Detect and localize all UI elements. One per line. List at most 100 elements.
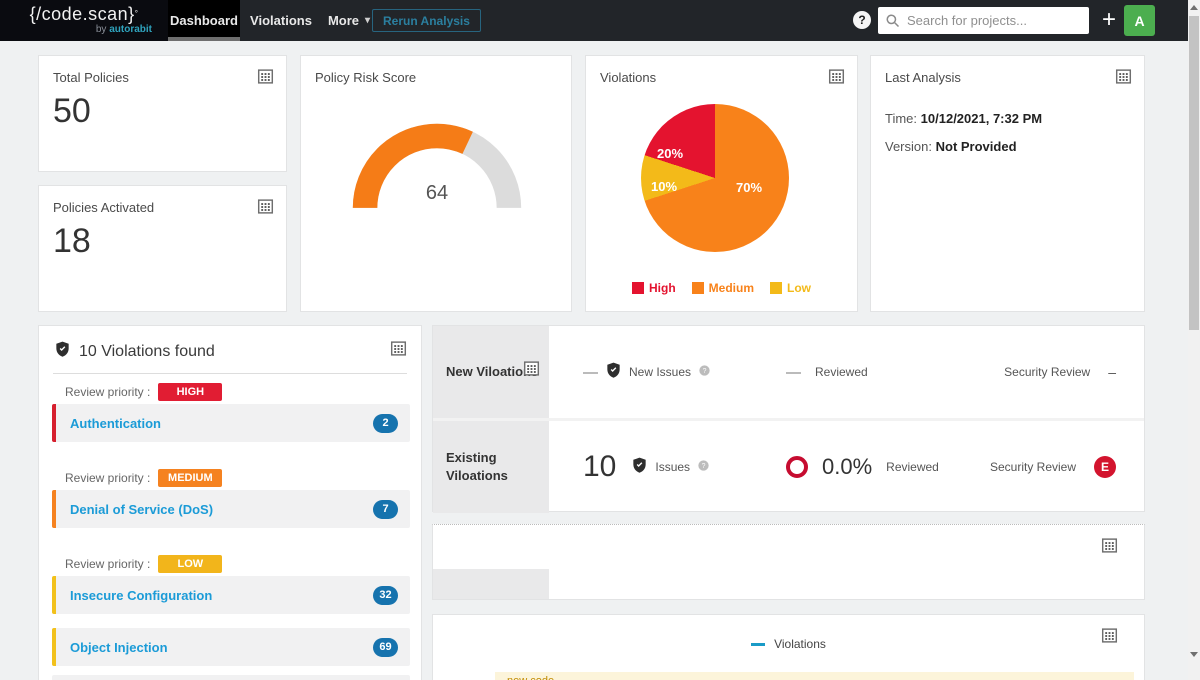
risk-score-value: 64 [425, 182, 449, 204]
scroll-down-arrow-icon[interactable] [1190, 652, 1198, 657]
violations-pie-chart: 20% 70% 10% [641, 104, 789, 252]
legend-line-swatch [751, 642, 766, 646]
violations-summary-rows: New Viloations — New Issues ? — Reviewed… [432, 325, 1145, 513]
reviewed-label: Reviewed [815, 365, 868, 379]
legend-item-medium: Medium [691, 281, 754, 295]
pie-label-low: 10% [651, 179, 678, 194]
legend-swatch [770, 282, 782, 294]
card-title: Violations [600, 70, 657, 85]
new-issues-label: New Issues [629, 365, 692, 379]
existing-violations-label-cell: Existing Viloations [433, 421, 549, 513]
security-review-group: Security Review E [990, 421, 1116, 513]
count-badge: 7 [373, 499, 398, 519]
legend-item-low: Low [770, 281, 811, 295]
violation-item-insecure-configuration[interactable]: Insecure Configuration 32 [52, 576, 410, 614]
count-badge: 69 [373, 637, 398, 657]
new-code-label: new code [507, 675, 554, 680]
divider [433, 418, 1144, 421]
legend-swatch [691, 282, 704, 294]
reviewed-percentage: 0.0% [822, 454, 873, 479]
new-issues-value: — [583, 363, 598, 381]
scrollbar-thumb[interactable] [1189, 16, 1199, 330]
active-tab-indicator [168, 37, 240, 41]
new-violations-row: New Viloations — New Issues ? — Reviewed… [433, 326, 1144, 418]
legend-label: Violations [774, 637, 826, 651]
shield-icon [55, 341, 70, 362]
table-view-icon[interactable] [257, 68, 274, 90]
shield-icon [606, 362, 621, 383]
table-view-icon[interactable] [523, 360, 540, 382]
pie-legend: High Medium Low [586, 281, 857, 295]
priority-group-medium: Review priority : MEDIUM [65, 469, 223, 487]
security-review-value: – [1108, 364, 1116, 380]
table-view-icon[interactable] [390, 340, 407, 362]
priority-group-high: Review priority : HIGH [65, 383, 223, 401]
divider [53, 373, 407, 374]
logo-text: {/code.scan}° [29, 4, 139, 24]
table-view-icon[interactable] [1101, 627, 1118, 649]
info-help-icon[interactable]: ? [699, 363, 710, 381]
info-help-icon[interactable]: ? [698, 458, 709, 476]
help-icon[interactable]: ? [853, 11, 871, 29]
card-title: Last Analysis [885, 70, 961, 85]
table-view-icon[interactable] [1101, 537, 1118, 559]
security-review-group: Security Review – [1004, 326, 1116, 418]
count-badge: 32 [373, 585, 398, 605]
violations-found-panel: 10 Violations found Review priority : HI… [38, 325, 422, 680]
violation-item-dos[interactable]: Denial of Service (DoS) 7 [52, 490, 410, 528]
project-search [878, 7, 1089, 34]
app-logo[interactable]: {/code.scan}° by autorabit [0, 0, 168, 41]
avatar[interactable]: A [1124, 5, 1155, 36]
policies-activated-value: 18 [53, 222, 91, 260]
priority-group-low: Review priority : LOW [65, 555, 223, 573]
violation-item-authentication[interactable]: Authentication 2 [52, 404, 410, 442]
reviewed-group: 0.0% Reviewed [786, 421, 939, 513]
violations-pie-card: Violations 20% 70% 10% High Medium Low [585, 55, 858, 312]
scroll-up-arrow-icon[interactable] [1190, 5, 1198, 10]
search-input[interactable] [878, 7, 1089, 34]
issues-count: 10 [583, 450, 617, 483]
table-view-icon[interactable] [257, 198, 274, 220]
legend-swatch [631, 282, 644, 294]
pie-label-medium: 70% [736, 180, 763, 195]
priority-badge-high: HIGH [158, 383, 223, 401]
shield-icon [632, 457, 647, 478]
new-code-band: new code [495, 672, 1134, 680]
legend-item-high: High [631, 281, 676, 295]
section-label-cell [433, 569, 549, 599]
pie-label-high: 20% [657, 146, 684, 161]
svg-text:?: ? [703, 368, 707, 375]
card-title: Total Policies [53, 70, 129, 85]
trend-legend: Violations [433, 637, 1144, 651]
top-navbar: {/code.scan}° by autorabit Dashboard Vio… [0, 0, 1188, 41]
violation-item-partial[interactable] [52, 675, 410, 680]
last-analysis-card: Last Analysis Time: 10/12/2021, 7:32 PM … [870, 55, 1145, 312]
issues-label: Issues [655, 460, 691, 474]
analysis-time: Time: 10/12/2021, 7:32 PM [885, 111, 1043, 126]
violations-found-title: 10 Violations found [79, 342, 215, 360]
vertical-scrollbar[interactable] [1188, 0, 1200, 680]
tab-dashboard[interactable]: Dashboard [168, 0, 240, 41]
rerun-analysis-button[interactable]: Rerun Analysis [372, 9, 481, 32]
tab-more[interactable]: More ▾ [327, 13, 371, 28]
reviewed-value: — [786, 363, 801, 381]
security-review-status-badge[interactable]: E [1094, 456, 1116, 478]
reviewed-ring-icon [786, 456, 808, 478]
risk-gauge [352, 123, 522, 209]
existing-violations-row: Existing Viloations 10 Issues ? 0.0% Rev… [433, 421, 1144, 513]
tab-violations[interactable]: Violations [250, 13, 312, 28]
add-project-button[interactable]: + [1101, 6, 1116, 33]
brand-name: autorabit [109, 24, 152, 35]
violations-trend-card: Violations new code [432, 614, 1145, 680]
total-policies-card: Total Policies 50 [38, 55, 287, 172]
violation-item-object-injection[interactable]: Object Injection 69 [52, 628, 410, 666]
table-view-icon[interactable] [1115, 68, 1132, 90]
reviewed-label: Reviewed [886, 460, 939, 474]
priority-badge-low: LOW [158, 555, 223, 573]
table-view-icon[interactable] [828, 68, 845, 90]
security-review-label: Security Review [1004, 365, 1091, 379]
card-title: Policy Risk Score [315, 70, 417, 85]
policies-activated-card: Policies Activated 18 [38, 185, 287, 312]
new-issues-group: — New Issues ? [583, 326, 710, 418]
